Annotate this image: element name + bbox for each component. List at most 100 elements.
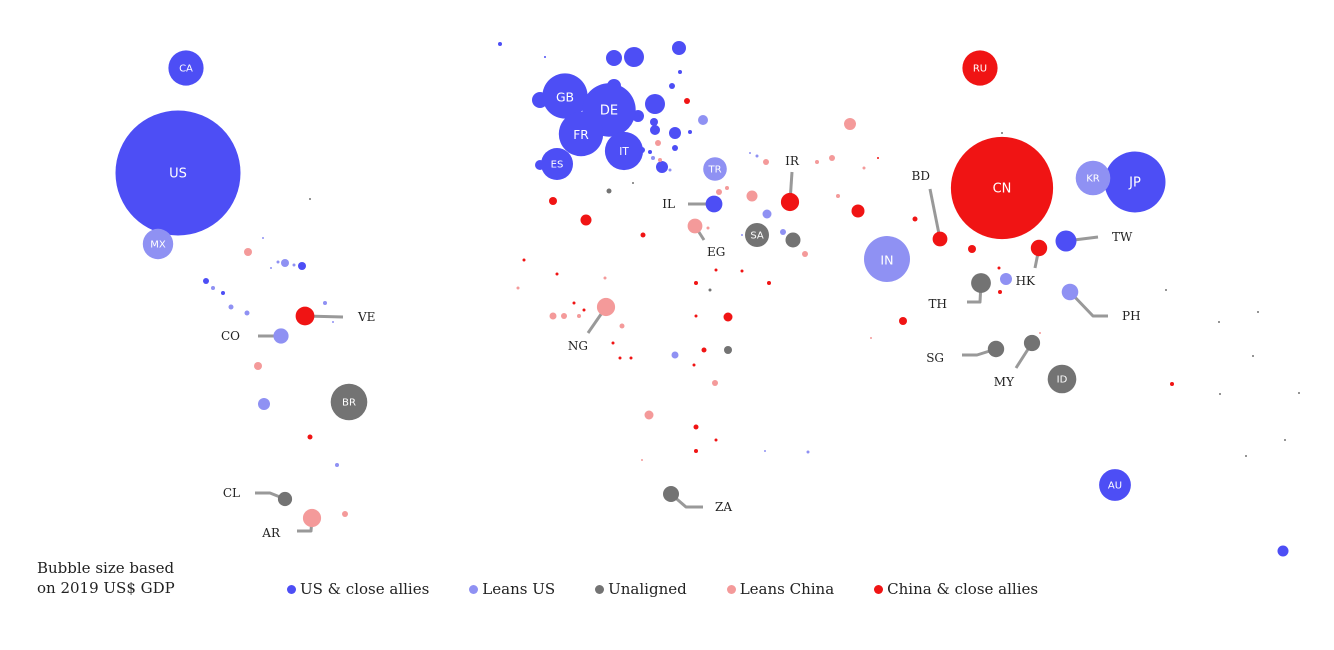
country-bubble-sg	[987, 340, 1005, 358]
legend-dot-leans-china	[726, 584, 736, 594]
country-bubble-minor	[656, 161, 668, 173]
leader-line-bd	[928, 188, 942, 240]
country-bubble-minor	[746, 190, 758, 202]
country-bubble-ru	[962, 50, 998, 86]
country-bubble-minor	[829, 155, 835, 161]
country-bubble-minor	[851, 204, 865, 218]
country-bubble-hk	[1030, 239, 1048, 257]
country-bubble-minor	[1257, 311, 1259, 313]
country-bubble-minor	[332, 321, 334, 323]
country-bubble-minor	[692, 363, 696, 367]
country-bubble-minor	[606, 50, 622, 66]
country-bubble-mx	[142, 228, 174, 260]
country-label-in: IN	[880, 253, 893, 268]
country-bubble-minor	[678, 70, 682, 74]
country-bubble-es	[541, 148, 573, 180]
country-bubble-minor	[262, 237, 264, 239]
country-bubble-minor	[655, 140, 661, 146]
country-bubble-minor	[603, 276, 607, 280]
country-label-tr: TR	[707, 165, 721, 176]
country-label-ng: NG	[568, 339, 588, 353]
country-bubble-minor	[618, 356, 622, 360]
country-bubble-minor	[522, 258, 526, 262]
country-bubble-minor	[619, 323, 625, 329]
country-bubble-minor	[611, 341, 615, 345]
country-bubble-minor	[763, 159, 769, 165]
country-bubble-minor	[688, 130, 692, 134]
country-bubble-minor	[1000, 273, 1012, 285]
country-bubble-ng	[596, 297, 616, 317]
country-bubble-minor	[708, 288, 712, 292]
country-bubble-minor	[309, 198, 311, 200]
country-label-mx: MX	[150, 240, 166, 251]
legend-item-unaligned: Unaligned	[595, 580, 687, 598]
country-bubble-minor	[582, 308, 586, 312]
legend-item-leans-china: Leans China	[726, 580, 835, 598]
country-bubble-minor	[899, 317, 907, 325]
country-bubble-minor	[640, 232, 646, 238]
country-label-kr: KR	[1086, 174, 1100, 185]
country-bubble-minor	[836, 194, 840, 198]
legend-item-china-close: China & close allies	[874, 580, 1038, 598]
country-bubble-minor	[844, 118, 856, 130]
country-bubble-bd	[932, 231, 948, 247]
country-bubble-minor	[276, 260, 280, 264]
country-bubble-minor	[764, 450, 766, 452]
country-bubble-minor	[1284, 439, 1286, 441]
country-bubble-minor	[516, 286, 520, 290]
country-label-hk: HK	[1016, 274, 1036, 288]
country-bubble-eg	[687, 218, 703, 234]
country-label-id: ID	[1057, 375, 1068, 386]
country-bubble-minor	[997, 266, 1001, 270]
country-bubble-minor	[815, 160, 819, 164]
country-bubble-minor	[694, 281, 698, 285]
country-bubble-minor	[641, 459, 643, 461]
country-bubble-it	[604, 131, 644, 171]
country-bubble-minor	[701, 347, 707, 353]
country-bubble-minor	[785, 232, 801, 248]
country-bubble-jp	[1104, 151, 1166, 213]
country-bubble-minor	[498, 42, 502, 46]
country-bubble-minor	[555, 272, 559, 276]
country-bubble-minor	[968, 245, 976, 253]
country-bubble-kr	[1075, 160, 1111, 196]
country-label-co: CO	[221, 329, 240, 343]
legend: US & close allies Leans US Unaligned Lea…	[287, 578, 1078, 600]
country-bubble-minor	[658, 158, 662, 162]
country-bubble-minor	[1218, 321, 1220, 323]
country-bubble-minor	[762, 209, 772, 219]
country-bubble-minor	[629, 356, 633, 360]
leader-line-ph	[1068, 290, 1108, 318]
country-bubble-tr	[703, 157, 727, 181]
country-label-bd: BD	[912, 169, 930, 183]
legend-label-leans-us: Leans US	[482, 580, 556, 598]
country-bubble-minor	[694, 314, 698, 318]
country-bubble-ca	[168, 50, 204, 86]
country-label-cl: CL	[223, 486, 240, 500]
country-bubble-minor	[684, 98, 690, 104]
country-bubble-id	[1047, 364, 1077, 394]
country-bubble-minor	[544, 56, 546, 58]
country-bubble-minor	[693, 424, 699, 430]
country-bubble-minor	[228, 304, 234, 310]
country-label-gb: GB	[556, 90, 574, 105]
country-bubble-minor	[307, 434, 313, 440]
country-label-ph: PH	[1122, 309, 1141, 323]
country-bubble-minor	[549, 312, 557, 320]
country-bubble-za	[663, 486, 679, 502]
country-bubble-minor	[323, 301, 327, 305]
country-bubble-minor	[998, 290, 1002, 294]
bubble-size-note-line-2: on 2019 US$ GDP	[37, 579, 175, 597]
country-bubble-in	[864, 236, 910, 282]
country-label-tw: TW	[1112, 230, 1133, 244]
country-bubble-minor	[706, 226, 710, 230]
country-bubble-il	[705, 195, 723, 213]
legend-label-leans-china: Leans China	[739, 580, 835, 598]
country-bubble-minor	[780, 229, 786, 235]
country-bubble-minor	[806, 450, 810, 454]
country-label-il: IL	[662, 197, 675, 211]
legend-dot-leans-us	[469, 584, 479, 594]
country-bubble-au	[1099, 469, 1131, 501]
country-bubble-minor	[270, 267, 272, 269]
